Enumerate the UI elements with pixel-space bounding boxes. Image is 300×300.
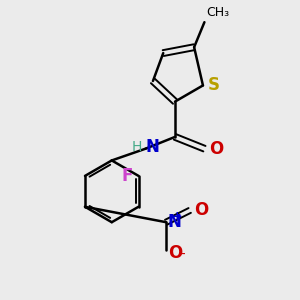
- Text: ⁻: ⁻: [178, 250, 186, 265]
- Text: F: F: [122, 167, 133, 185]
- Text: O: O: [209, 140, 223, 158]
- Text: O: O: [168, 244, 182, 262]
- Text: S: S: [208, 76, 220, 94]
- Text: +: +: [172, 210, 183, 223]
- Text: O: O: [194, 201, 208, 219]
- Text: N: N: [146, 138, 160, 156]
- Text: CH₃: CH₃: [206, 6, 229, 19]
- Text: H: H: [132, 140, 142, 154]
- Text: N: N: [168, 213, 182, 231]
